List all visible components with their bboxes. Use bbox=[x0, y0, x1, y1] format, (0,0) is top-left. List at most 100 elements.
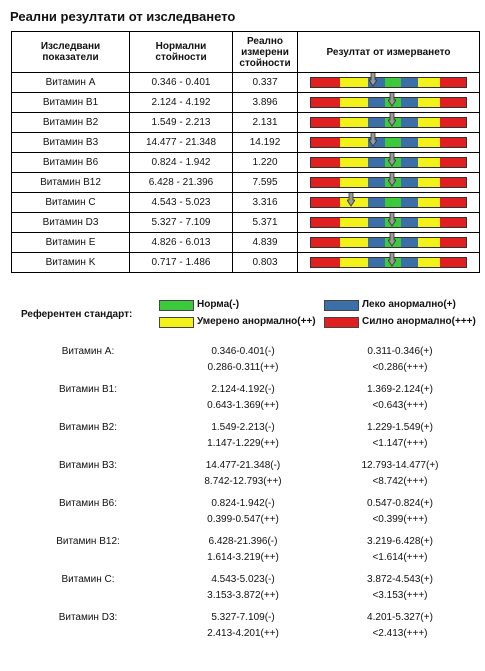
scale-segment-yellow bbox=[417, 238, 440, 247]
result-scale-bar bbox=[310, 73, 467, 88]
table-row: Витамин B12 6.428 - 21.396 7.595 bbox=[11, 172, 480, 193]
scale-segment-blue bbox=[368, 158, 386, 167]
scale-segment-red bbox=[439, 198, 466, 207]
table-row: Витамин B1 2.124 - 4.192 3.896 bbox=[11, 92, 480, 113]
page-title: Реални резултати от изследването bbox=[10, 9, 236, 24]
reference-severe-range: <0.399(+++) bbox=[372, 514, 428, 525]
row-measured-value: 1.220 bbox=[232, 152, 298, 173]
reference-light-range: 1.369-2.124(+) bbox=[367, 384, 433, 395]
reference-severe-range: <0.643(+++) bbox=[372, 400, 428, 411]
table-row: Витамин B2 1.549 - 2.213 2.131 bbox=[11, 112, 480, 133]
down-arrow-icon bbox=[386, 93, 397, 108]
reference-severe-range: <1.614(+++) bbox=[372, 552, 428, 563]
row-normal-range: 2.124 - 4.192 bbox=[129, 92, 233, 113]
scale-segment-blue bbox=[400, 238, 418, 247]
scale-segment-blue bbox=[368, 178, 386, 187]
down-arrow-icon bbox=[386, 173, 397, 188]
scale-segment-blue bbox=[400, 178, 418, 187]
row-measured-value: 3.316 bbox=[232, 192, 298, 213]
reference-normal-range: 14.477-21.348(-) bbox=[205, 460, 281, 471]
row-indicator: Витамин D3 bbox=[11, 212, 130, 233]
reference-standard-label: Референтен стандарт: bbox=[21, 309, 133, 320]
table-row: Витамин K 0.717 - 1.486 0.803 bbox=[11, 252, 480, 273]
scale-segment-green bbox=[385, 138, 401, 147]
row-normal-range: 4.543 - 5.023 bbox=[129, 192, 233, 213]
scale-segment-blue bbox=[400, 98, 418, 107]
row-result-cell bbox=[297, 212, 480, 233]
row-result-cell bbox=[297, 172, 480, 193]
legend-moderate: Умерено анормално(++) bbox=[197, 316, 316, 327]
scale-segment-yellow bbox=[340, 178, 369, 187]
scale-segment-blue bbox=[400, 118, 418, 127]
row-measured-value: 3.896 bbox=[232, 92, 298, 113]
row-measured-value: 14.192 bbox=[232, 132, 298, 153]
scale-segment-yellow bbox=[417, 258, 440, 267]
table-row: Витамин E 4.826 - 6.013 4.839 bbox=[11, 232, 480, 253]
down-arrow-icon bbox=[386, 233, 397, 248]
row-normal-range: 5.327 - 7.109 bbox=[129, 212, 233, 233]
scale-segment-red bbox=[439, 158, 466, 167]
result-scale-bar bbox=[310, 233, 467, 248]
results-table: Изследвани показатели Нормални стойности… bbox=[11, 31, 480, 273]
row-indicator: Витамин B3 bbox=[11, 132, 130, 153]
legend-swatch-severe bbox=[324, 317, 359, 328]
legend-severe: Силно анормално(+++) bbox=[362, 316, 476, 327]
scale-segment-yellow bbox=[417, 218, 440, 227]
scale-segment-red bbox=[311, 198, 341, 207]
reference-vitamin-name: Витамин B1: bbox=[58, 384, 118, 395]
legend-swatch-moderate bbox=[159, 317, 194, 328]
scale-segment-blue bbox=[400, 158, 418, 167]
row-result-cell bbox=[297, 232, 480, 253]
scale-segment-yellow bbox=[340, 98, 369, 107]
reference-moderate-range: 1.147-1.229(++) bbox=[207, 438, 279, 449]
table-row: Витамин D3 5.327 - 7.109 5.371 bbox=[11, 212, 480, 233]
scale-segment-red bbox=[439, 178, 466, 187]
reference-vitamin-name: Витамин B3: bbox=[58, 460, 118, 471]
header-indicators: Изследвани показатели bbox=[11, 31, 130, 73]
reference-vitamin-name: Витамин D3: bbox=[58, 612, 118, 623]
reference-severe-range: <1.147(+++) bbox=[372, 438, 428, 449]
scale-segment-red bbox=[439, 138, 466, 147]
scale-segment-yellow bbox=[417, 118, 440, 127]
scale-segment-blue bbox=[400, 138, 418, 147]
row-normal-range: 1.549 - 2.213 bbox=[129, 112, 233, 133]
row-indicator: Витамин B2 bbox=[11, 112, 130, 133]
row-normal-range: 0.346 - 0.401 bbox=[129, 72, 233, 93]
scale-segment-yellow bbox=[417, 98, 440, 107]
scale-segment-blue bbox=[368, 78, 386, 87]
reference-light-range: 0.547-0.824(+) bbox=[367, 498, 433, 509]
scale-segment-red bbox=[439, 238, 466, 247]
scale-segment-yellow bbox=[340, 218, 369, 227]
scale-segment-blue bbox=[400, 258, 418, 267]
header-measured-values: Реално измерени стойности bbox=[232, 31, 298, 73]
table-row: Витамин C 4.543 - 5.023 3.316 bbox=[11, 192, 480, 213]
scale-segment-yellow bbox=[417, 178, 440, 187]
scale-segment-red bbox=[311, 118, 341, 127]
reference-moderate-range: 2.413-4.201(++) bbox=[207, 628, 279, 639]
scale-segment-red bbox=[311, 218, 341, 227]
scale-segment-yellow bbox=[417, 78, 440, 87]
down-arrow-icon bbox=[368, 73, 378, 88]
row-normal-range: 0.824 - 1.942 bbox=[129, 152, 233, 173]
scale-segment-yellow bbox=[340, 158, 369, 167]
table-header-row: Изследвани показатели Нормални стойности… bbox=[11, 31, 480, 73]
row-indicator: Витамин C bbox=[11, 192, 130, 213]
reference-moderate-range: 0.286-0.311(++) bbox=[207, 362, 279, 373]
reference-severe-range: <8.742(+++) bbox=[372, 476, 428, 487]
reference-normal-range: 5.327-7.109(-) bbox=[211, 612, 275, 623]
down-arrow-icon bbox=[386, 253, 397, 268]
reference-normal-range: 2.124-4.192(-) bbox=[211, 384, 275, 395]
scale-segment-blue bbox=[368, 258, 386, 267]
row-normal-range: 4.826 - 6.013 bbox=[129, 232, 233, 253]
scale-segment-green bbox=[385, 198, 401, 207]
row-result-cell bbox=[297, 252, 480, 273]
reference-severe-range: <0.286(+++) bbox=[372, 362, 428, 373]
table-row: Витамин B3 14.477 - 21.348 14.192 bbox=[11, 132, 480, 153]
down-arrow-icon bbox=[386, 153, 397, 168]
scale-segment-red bbox=[311, 158, 341, 167]
row-indicator: Витамин K bbox=[11, 252, 130, 273]
reference-moderate-range: 8.742-12.793(++) bbox=[204, 476, 282, 487]
reference-moderate-range: 0.643-1.369(++) bbox=[207, 400, 279, 411]
scale-segment-yellow bbox=[340, 118, 369, 127]
row-result-cell bbox=[297, 112, 480, 133]
